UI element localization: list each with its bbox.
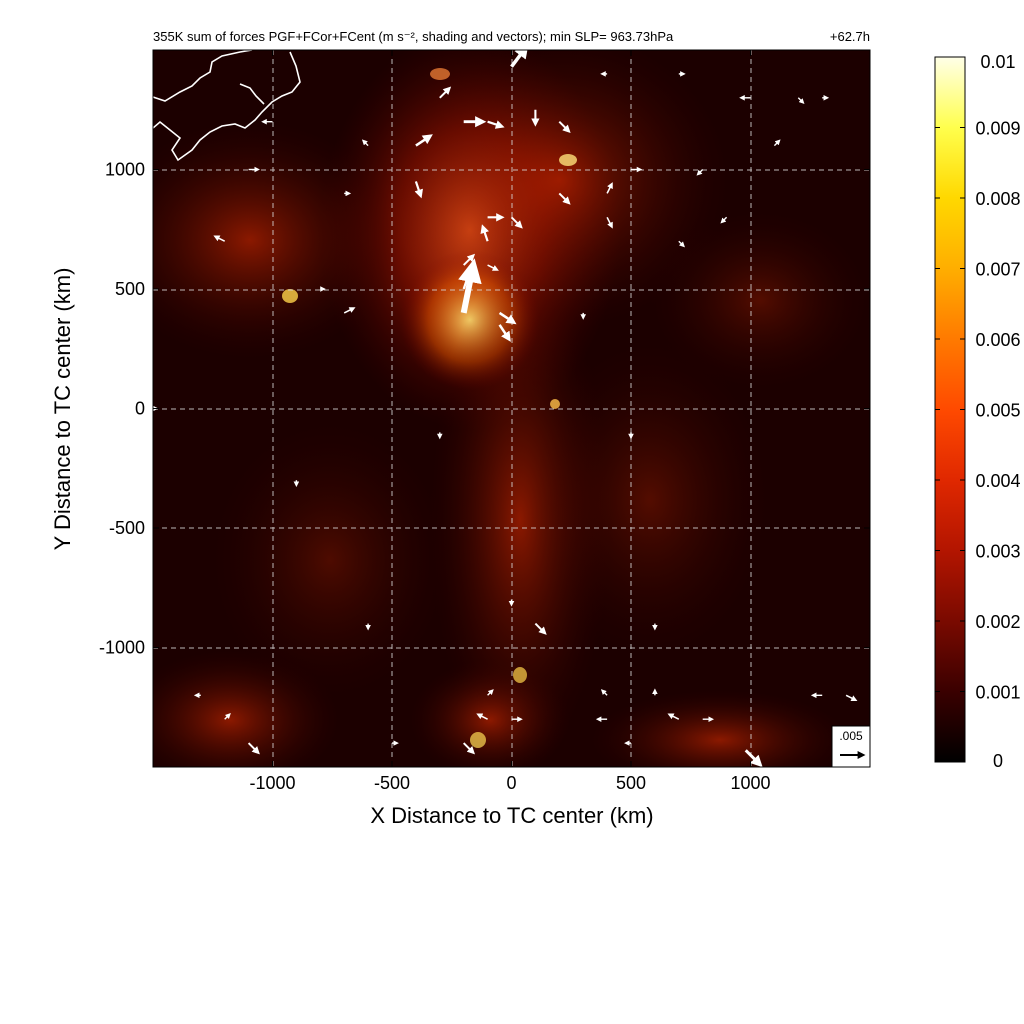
force-vector: [720, 216, 728, 224]
coastline: [153, 50, 301, 162]
y-tick-label: -1000: [99, 638, 145, 658]
force-vector: [797, 97, 805, 104]
x-tick-label: 1000: [730, 773, 770, 793]
force-vector: [487, 689, 494, 696]
force-vector: [414, 181, 423, 199]
force-vector: [458, 258, 482, 314]
force-vector: [667, 713, 680, 720]
force-vector: [487, 120, 505, 129]
force-vector: [510, 216, 523, 229]
colorbar: 0 0.001 0.002 0.003 0.004 0.005 0.006 0.007 0.00…: [934, 52, 1021, 771]
force-vector: [476, 713, 488, 720]
force-vector: [487, 264, 499, 271]
chart-title-time: +62.7h: [830, 29, 870, 44]
force-vector: [480, 224, 489, 242]
force-vector: [247, 742, 260, 755]
reference-vector-box: .005: [831, 725, 871, 768]
reference-vector-label: .005: [839, 729, 863, 743]
force-vector: [439, 86, 452, 99]
chart-title: 355K sum of forces PGF+FCor+FCent (m s⁻²…: [153, 29, 674, 44]
y-tick-label: 500: [115, 279, 145, 299]
y-axis-ticks: -1000 -500 0 500 1000: [99, 160, 870, 658]
force-vector: [606, 216, 613, 229]
force-vector: [463, 742, 476, 755]
x-tick-label: 0: [506, 773, 516, 793]
colorbar-tick-label: 0: [993, 751, 1003, 771]
x-tick-label: 500: [616, 773, 646, 793]
colorbar-tick-label: 0.004: [975, 471, 1020, 491]
force-vector: [510, 50, 529, 68]
force-vector: [343, 307, 356, 314]
force-vector: [213, 235, 226, 242]
x-tick-label: -500: [374, 773, 410, 793]
colorbar-tick-label: 0.008: [975, 189, 1020, 209]
colorbar-tick-label: 0.002: [975, 612, 1020, 632]
force-vector: [696, 169, 704, 176]
force-vector: [558, 120, 571, 134]
force-vector: [744, 749, 763, 767]
force-vector: [606, 182, 613, 194]
force-vector: [558, 192, 571, 205]
colorbar-tick-label: 0.006: [975, 330, 1020, 350]
force-vector: [498, 324, 511, 342]
force-vector: [224, 713, 231, 720]
colorbar-tick-label: 0.005: [975, 401, 1020, 421]
force-vector: [361, 139, 369, 147]
force-vector: [773, 139, 781, 147]
colorbar-tick-label: 0.001: [975, 683, 1020, 703]
y-tick-label: -500: [109, 518, 145, 538]
force-vector: [678, 240, 685, 248]
force-vector: [498, 311, 517, 325]
heatmap-shading: [153, 50, 870, 767]
colorbar-tick-label: 0.009: [975, 119, 1020, 139]
y-tick-label: 1000: [105, 160, 145, 180]
colorbar-tick-label: 0.007: [975, 260, 1020, 280]
colorbar-tick-label: 0.01: [980, 52, 1015, 72]
force-vector: [845, 694, 858, 701]
x-axis-ticks: -1000 -500 0 500 1000: [249, 50, 771, 793]
y-axis-label: Y Distance to TC center (km): [50, 268, 75, 551]
force-vector: [534, 622, 547, 635]
force-vector: [415, 134, 433, 147]
x-tick-label: -1000: [249, 773, 295, 793]
plot-area: [152, 49, 871, 768]
vector-layer: [153, 50, 858, 767]
y-tick-label: 0: [135, 399, 145, 419]
force-vector: [600, 689, 608, 696]
colorbar-ticks: 0 0.001 0.002 0.003 0.004 0.005 0.006 0.007 0.00…: [935, 52, 1021, 771]
x-axis-label: X Distance to TC center (km): [370, 803, 653, 828]
colorbar-tick-label: 0.003: [975, 542, 1020, 562]
